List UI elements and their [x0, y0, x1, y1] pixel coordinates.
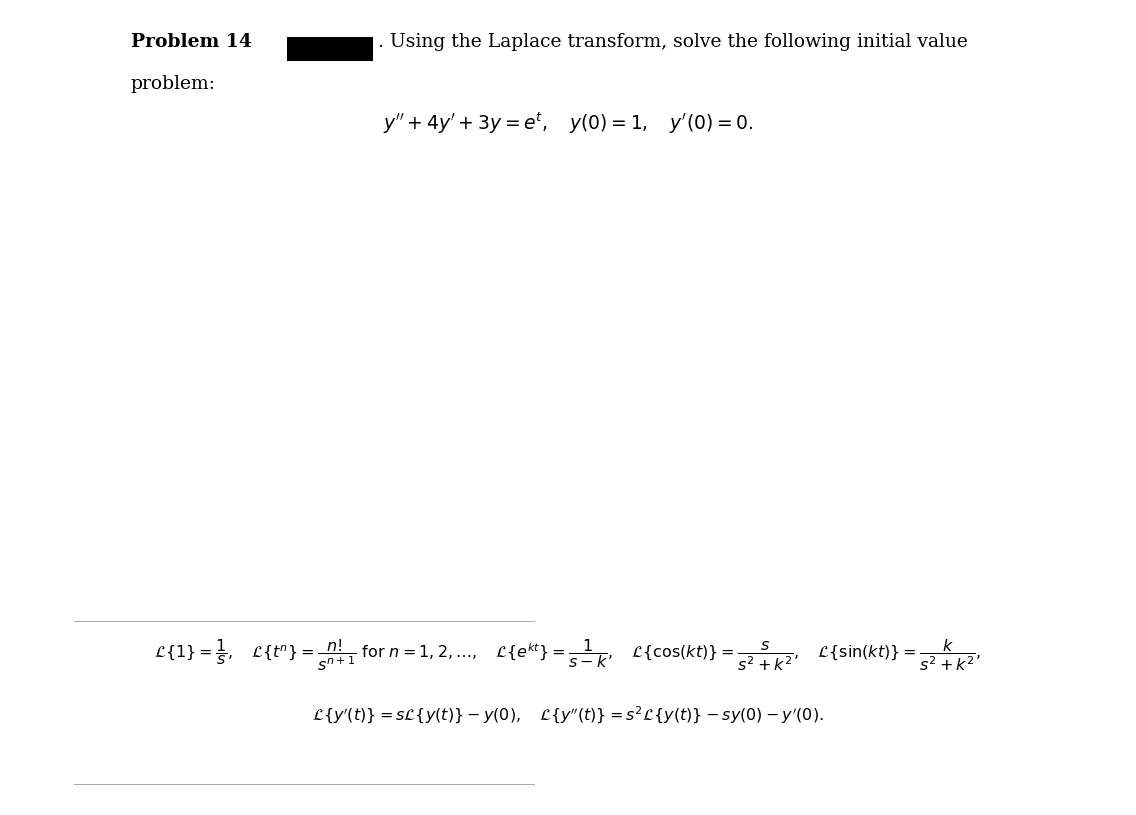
Text: $y'' + 4y' + 3y = e^t, \quad y(0) = 1, \quad y'(0) = 0.$: $y'' + 4y' + 3y = e^t, \quad y(0) = 1, \…	[383, 110, 753, 135]
Text: . Using the Laplace transform, solve the following initial value: . Using the Laplace transform, solve the…	[378, 33, 968, 51]
Text: $\mathcal{L}\{y'(t)\} = s\mathcal{L}\{y(t)\} - y(0),\quad\mathcal{L}\{y''(t)\} =: $\mathcal{L}\{y'(t)\} = s\mathcal{L}\{y(…	[312, 705, 824, 726]
Text: $\mathcal{L}\{1\} = \dfrac{1}{s},\quad\mathcal{L}\{t^n\} = \dfrac{n!}{s^{n+1}}\t: $\mathcal{L}\{1\} = \dfrac{1}{s},\quad\m…	[154, 637, 982, 673]
Text: Problem 14: Problem 14	[131, 33, 251, 51]
Text: problem:: problem:	[131, 75, 216, 93]
Bar	[287, 37, 373, 61]
